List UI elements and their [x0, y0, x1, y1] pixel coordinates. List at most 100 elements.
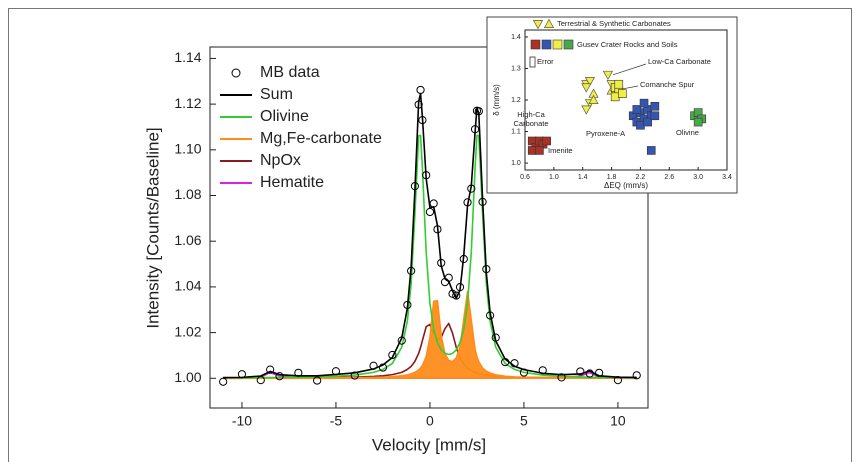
error-box	[529, 56, 536, 68]
square-point	[650, 111, 660, 121]
data-point	[632, 371, 641, 380]
data-point	[474, 107, 483, 116]
legend-label: Mg,Fe-carbonate	[260, 130, 382, 147]
legend-marker	[543, 18, 555, 28]
y-tick-label: 1.4	[511, 34, 521, 41]
data-point	[422, 171, 431, 180]
data-point	[538, 366, 547, 375]
x-tick-label: 0	[426, 413, 434, 429]
data-point	[414, 100, 423, 109]
data-point	[410, 182, 420, 191]
data-point	[557, 373, 566, 382]
legend-marker	[563, 39, 574, 50]
data-point	[467, 184, 476, 193]
legend-label: Sum	[260, 86, 293, 103]
triangle-point	[581, 105, 592, 115]
annotation: Pyroxene-A	[586, 129, 625, 138]
y-tick-label: 1.0	[511, 160, 521, 167]
y-tick-label: 1.10	[174, 141, 201, 157]
data-point	[519, 368, 529, 377]
square-point	[618, 89, 627, 98]
x-tick-label: 1.4	[578, 174, 588, 181]
data-point	[613, 376, 623, 385]
legend-label: Hematite	[260, 174, 324, 191]
square-point	[643, 117, 652, 127]
data-point	[470, 125, 480, 134]
data-point	[576, 367, 585, 376]
annotation-arrow	[612, 63, 647, 76]
legend-label: MB data	[260, 64, 320, 81]
annotation: Error	[537, 57, 554, 66]
legend-marker	[541, 39, 552, 50]
square-point	[639, 98, 649, 108]
data-point	[350, 371, 359, 380]
triangle-point	[602, 70, 614, 80]
square-point	[632, 105, 642, 114]
data-point	[510, 359, 519, 368]
square-point	[693, 117, 703, 127]
legend-label: NpOx	[260, 152, 301, 169]
y-tick-label: 1.12	[174, 95, 201, 111]
triangle-point	[581, 83, 592, 93]
data-point	[407, 266, 416, 276]
data-point	[448, 289, 457, 298]
data-point	[266, 365, 275, 374]
data-point	[403, 300, 412, 310]
data-point	[452, 291, 461, 300]
data-point	[388, 350, 397, 360]
y-tick-label: 1.06	[174, 232, 201, 248]
legend-marker	[530, 39, 541, 50]
data-point	[491, 333, 500, 342]
data-point	[429, 199, 438, 208]
data-point	[378, 363, 388, 372]
data-point	[433, 225, 442, 234]
x-tick-label: 1.8	[607, 174, 617, 181]
data-point	[463, 198, 472, 207]
x-tick-label: 2.2	[636, 174, 646, 181]
y-tick-label: 1.08	[174, 186, 201, 202]
y-tick-label: 1.1	[511, 128, 521, 135]
square-point	[542, 136, 551, 146]
annotation-arrow	[622, 85, 639, 90]
y-tick-label: 1.04	[174, 278, 201, 294]
y-tick-label: 1.2	[511, 97, 521, 104]
data-point	[425, 207, 435, 217]
data-point	[313, 376, 322, 385]
data-point	[485, 311, 495, 320]
y-axis-label: Intensity [Counts/Baseline]	[143, 127, 162, 328]
x-tick-label: -5	[330, 413, 343, 429]
data-point	[455, 283, 465, 292]
data-point	[294, 368, 303, 377]
data-point	[219, 377, 228, 386]
x-tick-label: 2.6	[664, 174, 674, 181]
square-point	[636, 120, 645, 130]
data-point	[595, 368, 604, 377]
y-tick-label: 1.00	[174, 369, 201, 385]
triangle-point	[588, 94, 599, 104]
annotation: High-Ca	[517, 110, 545, 119]
data-point	[585, 369, 594, 378]
square-point	[646, 146, 656, 155]
data-point	[237, 370, 247, 379]
legend-marker	[231, 68, 241, 78]
annotation: Imenite	[548, 146, 573, 155]
data-point	[275, 372, 284, 381]
square-point	[650, 102, 660, 111]
x-tick-label: 3.0	[693, 174, 703, 181]
legend-label: Gusev Crater Rocks and Soils	[577, 40, 678, 49]
line	[223, 134, 637, 379]
inset-y-axis-label: δ (mm/s)	[492, 84, 501, 116]
legend-marker	[532, 20, 544, 30]
x-tick-label: 3.4	[722, 174, 732, 181]
legend-label: Olivine	[260, 108, 309, 125]
data-point	[397, 336, 406, 345]
x-tick-label: 10	[610, 413, 626, 429]
square-point	[610, 92, 620, 102]
x-axis-label: Velocity [mm/s]	[372, 435, 486, 454]
square-point	[614, 79, 624, 89]
y-tick-label: 1.14	[174, 49, 201, 65]
annotation: Comanche Spur	[640, 80, 695, 89]
y-tick-label: 1.3	[511, 65, 521, 72]
legend-label: Terrestrial & Synthetic Carbonates	[557, 19, 671, 28]
